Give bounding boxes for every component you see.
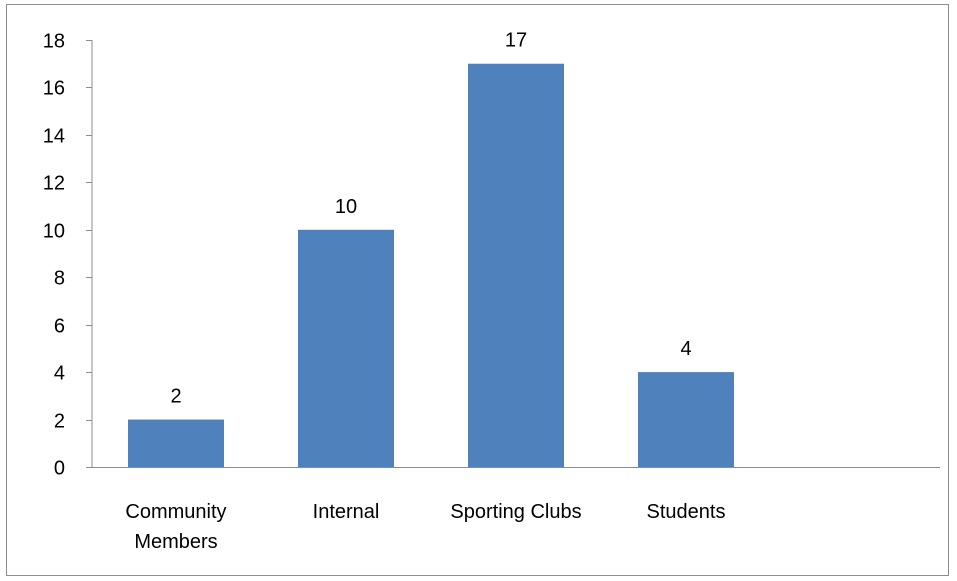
- x-category-label: Internal: [313, 501, 380, 523]
- y-tick-label: 6: [54, 316, 65, 338]
- y-tick-label: 12: [43, 173, 65, 195]
- data-label: 2: [170, 386, 181, 408]
- x-category-label: Community: [125, 501, 226, 523]
- y-tick-label: 8: [54, 268, 65, 290]
- y-tick-label: 0: [54, 458, 65, 480]
- data-label: 10: [335, 196, 357, 218]
- x-category-label: Members: [134, 531, 217, 553]
- data-label: 17: [505, 30, 527, 52]
- bar: [298, 229, 394, 467]
- y-tick-label: 18: [43, 31, 65, 53]
- y-tick-label: 10: [43, 221, 65, 243]
- y-tick-label: 2: [54, 411, 65, 433]
- data-label: 4: [680, 338, 691, 360]
- bar: [468, 63, 564, 467]
- y-tick-label: 14: [43, 126, 65, 148]
- x-category-label: Students: [647, 501, 726, 523]
- x-category-label: Sporting Clubs: [450, 501, 581, 523]
- y-tick-label: 4: [54, 363, 65, 385]
- y-tick-label: 16: [43, 78, 65, 100]
- bar: [638, 372, 734, 467]
- bar: [128, 419, 224, 467]
